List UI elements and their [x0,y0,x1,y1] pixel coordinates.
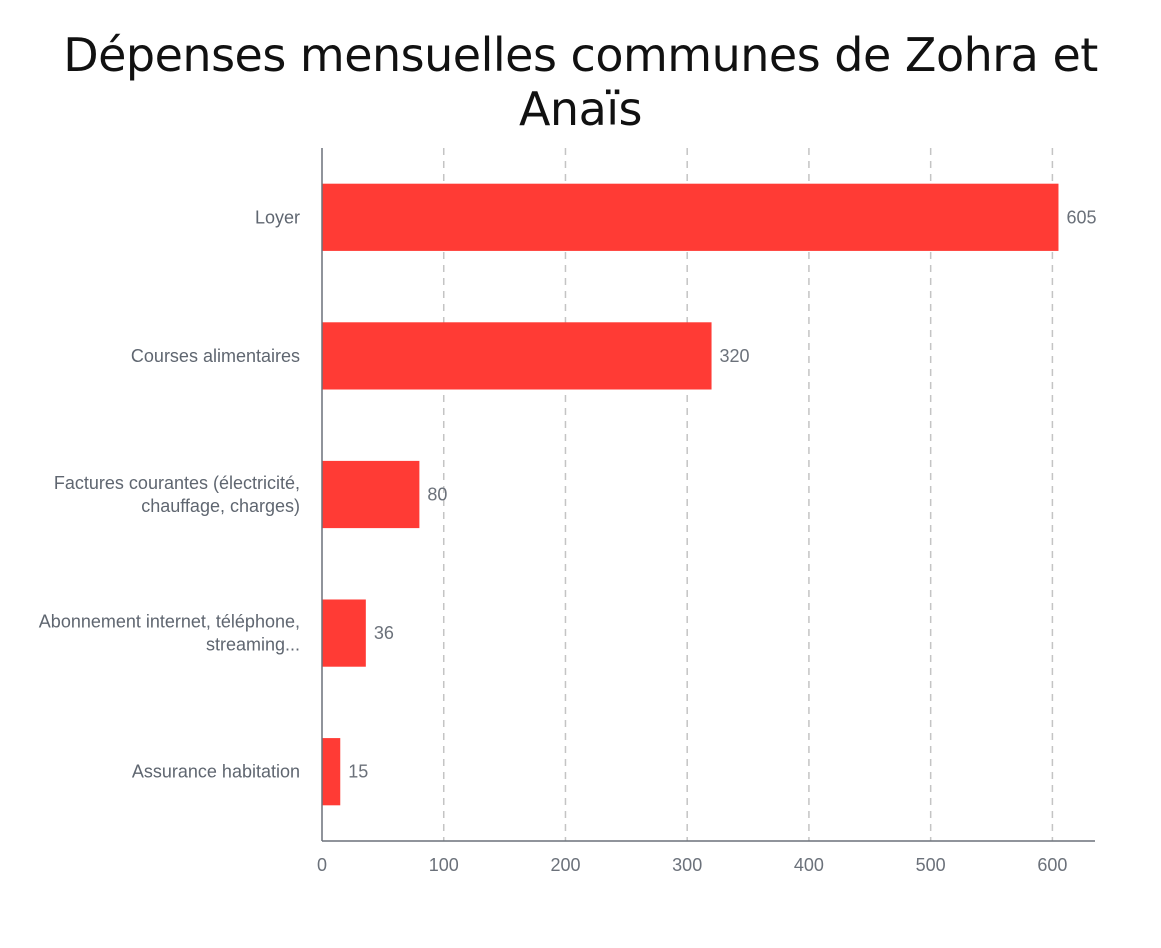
category-label: Courses alimentaires [131,346,300,366]
category-label: chauffage, charges) [141,496,300,516]
x-tick-label: 400 [794,855,824,875]
bar [322,460,420,529]
value-label: 36 [374,623,394,643]
x-tick-label: 100 [429,855,459,875]
bar [322,599,366,667]
value-label: 15 [348,762,368,782]
bar [322,183,1059,251]
gridlines [442,148,1054,841]
bar [322,738,341,806]
category-label: Factures courantes (électricité, [54,473,300,493]
value-labels: 605 320 80 36 15 [348,207,1096,781]
x-tick-label: 200 [550,855,580,875]
category-labels: Loyer Courses alimentaires Factures couran… [39,207,300,781]
chart-title: Dépenses mensuelles communes de Zohra et… [63,28,1098,136]
x-tick-label: 0 [317,855,327,875]
bars-group [322,183,1059,806]
x-tick-label: 600 [1037,855,1067,875]
category-label: Loyer [255,207,300,227]
category-label: Abonnement internet, téléphone, [39,612,300,632]
x-tick-labels: 0 100 200 300 400 500 600 [317,855,1067,875]
x-tick-label: 500 [916,855,946,875]
value-label: 80 [427,485,447,505]
x-tick-label: 300 [672,855,702,875]
category-label: streaming... [206,635,300,655]
value-label: 605 [1066,207,1096,227]
bar [322,322,712,390]
value-label: 320 [720,346,750,366]
category-label: Assurance habitation [132,762,300,782]
